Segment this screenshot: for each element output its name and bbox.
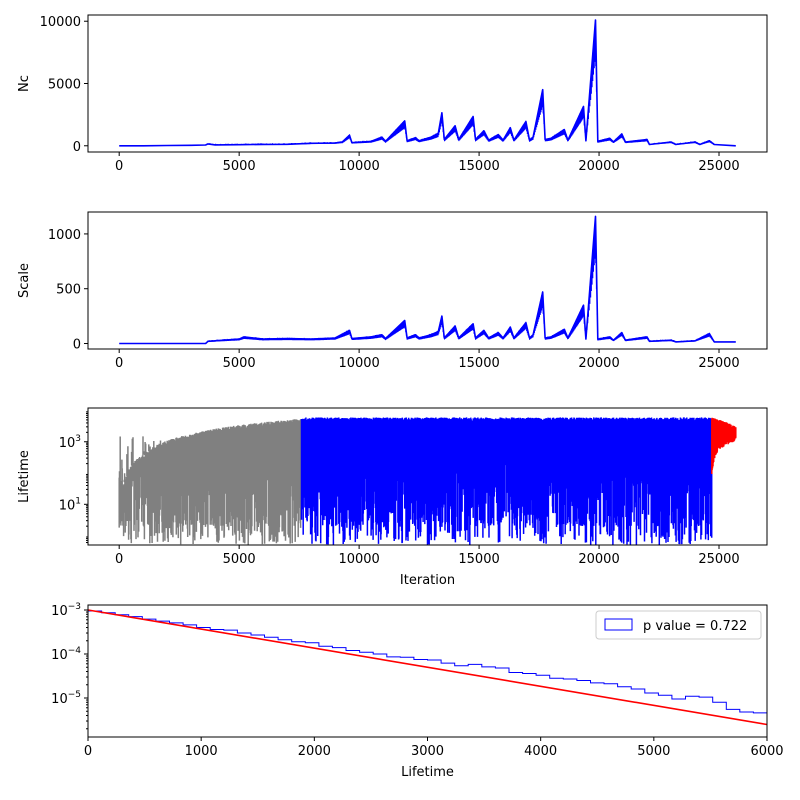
y-tick-label: 5000 (48, 78, 81, 93)
series-noise-1 (205, 25, 715, 146)
lifetime-band-2 (300, 417, 713, 545)
y-tick-label: 500 (56, 283, 81, 298)
x-tick-label: 25000 (698, 356, 739, 371)
plot-area (119, 19, 736, 147)
series-noise-1 (205, 222, 715, 344)
x-tick-label: 1000 (185, 744, 218, 759)
x-tick-label: 6000 (750, 744, 783, 759)
chart-panel-2: 0 5000 10000 15000 20000 25000 0 500 1000 Scale (17, 211, 768, 371)
lifetime-band-1 (118, 419, 302, 545)
x-tick-label: 0 (84, 744, 92, 759)
x-tick-label: 5000 (637, 744, 670, 759)
legend-label: p value = 0.722 (643, 619, 747, 634)
x-tick-label: 20000 (578, 356, 619, 371)
y-tick-label: 1000 (48, 228, 81, 243)
plot-area (118, 417, 737, 545)
plot-area (119, 215, 736, 345)
x-tick-label: 25000 (698, 159, 739, 174)
x-tick-label: 10000 (338, 552, 379, 567)
x-tick-label: 4000 (524, 744, 557, 759)
chart-panel-4: 0 1000 2000 3000 4000 5000 600010−510−410−3Lif… (51, 602, 783, 780)
x-tick-label: 0 (115, 159, 123, 174)
x-tick-label: 10000 (338, 356, 379, 371)
plot-area (88, 609, 767, 726)
x-axis-label: Lifetime (401, 765, 454, 780)
x-tick-label: 25000 (698, 552, 739, 567)
lifetime-band-3 (711, 417, 737, 474)
x-axis-label: Iteration (400, 573, 455, 588)
x-tick-label: 2000 (298, 744, 331, 759)
x-tick-label: 0 (115, 552, 123, 567)
x-tick-label: 20000 (578, 552, 619, 567)
x-tick-label: 15000 (458, 159, 499, 174)
x-tick-label: 3000 (411, 744, 444, 759)
x-tick-label: 15000 (458, 356, 499, 371)
y-tick-label: 0 (73, 140, 81, 155)
y-tick-label: 10000 (40, 15, 81, 30)
chart-panel-1: 0 5000 10000 15000 20000 25000 0 5000 10000 Nc (17, 14, 768, 174)
y-axis-label: Nc (17, 75, 32, 92)
legend-swatch (604, 618, 633, 631)
y-axis-label: Scale (17, 263, 32, 298)
y-tick-label: 0 (73, 338, 81, 353)
x-tick-label: 0 (115, 356, 123, 371)
x-tick-label: 15000 (458, 552, 499, 567)
legend-box (595, 610, 762, 640)
x-tick-label: 5000 (223, 552, 256, 567)
y-axis-label: Lifetime (17, 450, 32, 503)
x-tick-label: 20000 (578, 159, 619, 174)
fit-line (88, 609, 767, 726)
legend: p value = 0.722 (595, 610, 762, 640)
axes-frame (87, 211, 768, 350)
x-tick-label: 10000 (338, 159, 379, 174)
x-tick-label: 5000 (223, 356, 256, 371)
x-tick-label: 5000 (223, 159, 256, 174)
histogram-steps (88, 610, 767, 716)
